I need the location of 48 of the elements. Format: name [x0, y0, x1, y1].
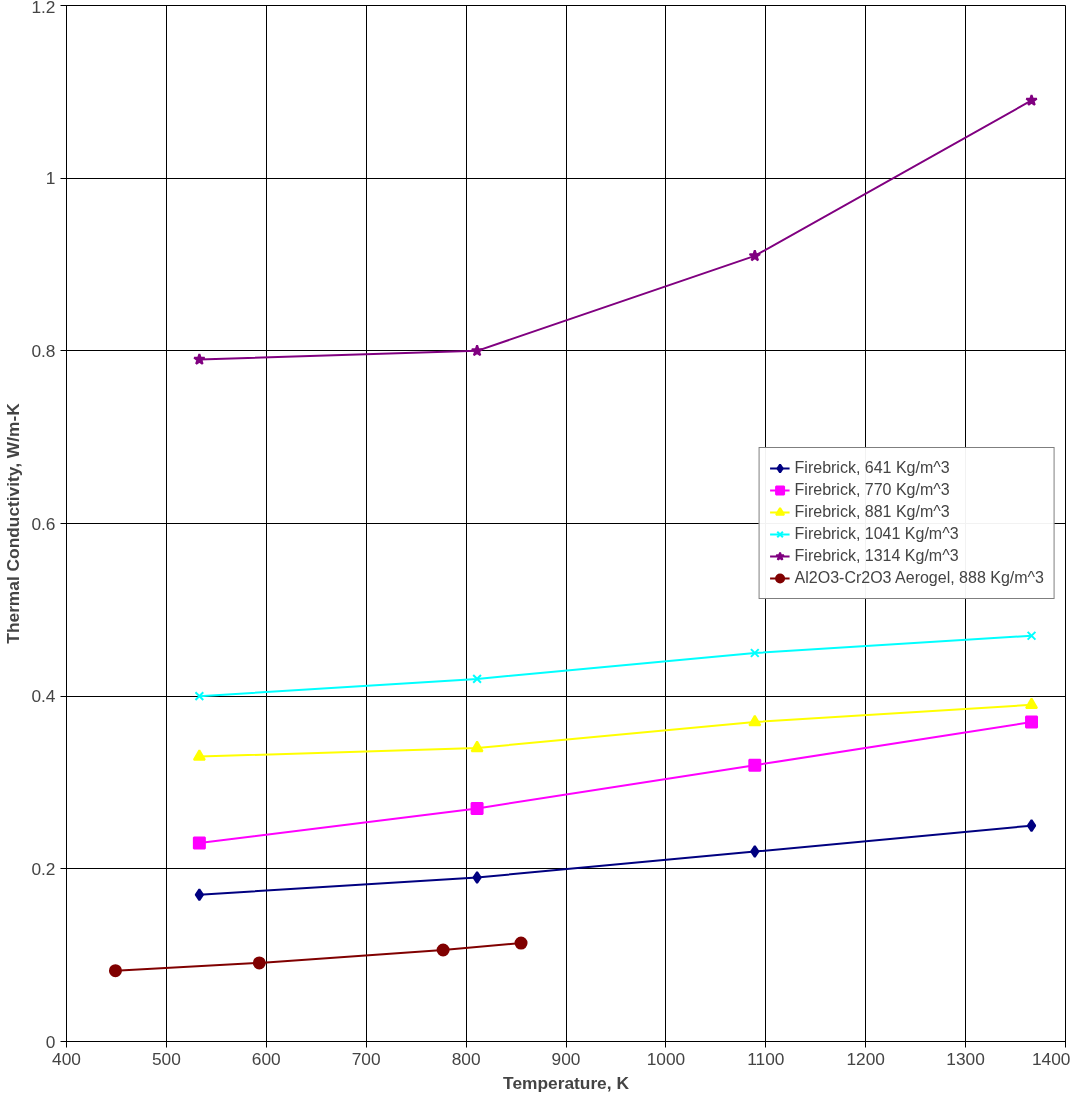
legend-label: Al2O3-Cr2O3 Aerogel, 888 Kg/m^3 [794, 569, 1044, 587]
point [748, 758, 762, 772]
point [1026, 819, 1037, 833]
point [1025, 93, 1038, 106]
legend-label: Firebrick, 641 Kg/m^3 [794, 459, 950, 477]
point [472, 674, 482, 684]
point [748, 714, 762, 727]
y-tick-label: 1.2 [31, 0, 56, 17]
point [470, 344, 484, 357]
point [192, 749, 206, 761]
x-tick-label: 1400 [1031, 1048, 1071, 1069]
x-tick-label: 1000 [646, 1048, 686, 1069]
x-tick-label: 1200 [846, 1048, 885, 1069]
x-tick-label: 700 [351, 1048, 381, 1069]
point [750, 845, 760, 859]
point [192, 836, 206, 850]
y-tick-label: 0.8 [31, 340, 56, 361]
point [1026, 630, 1037, 641]
point [514, 936, 528, 950]
point [748, 249, 762, 262]
y-tick-label: 0.4 [31, 686, 56, 707]
y-axis-title: Thermal Conductivity, W/m-K [3, 402, 24, 644]
x-tick-label: 600 [251, 1048, 281, 1069]
point [436, 943, 450, 957]
legend-label: Firebrick, 770 Kg/m^3 [794, 481, 950, 499]
point [470, 740, 484, 753]
point [252, 956, 266, 970]
y-tick-label: 0.6 [31, 513, 56, 534]
x-tick-label: 1300 [946, 1048, 985, 1069]
point [1025, 715, 1039, 729]
point [749, 648, 760, 658]
y-tick-label: 0.2 [31, 858, 56, 879]
point [472, 870, 482, 884]
x-axis-title: Temperature, K [503, 1072, 630, 1093]
x-tick-label: 500 [151, 1048, 181, 1069]
point [193, 352, 206, 365]
point [194, 888, 205, 902]
x-tick-label: 900 [551, 1048, 581, 1069]
point [194, 691, 205, 702]
legend-label: Firebrick, 881 Kg/m^3 [794, 503, 950, 521]
point [108, 964, 122, 978]
y-tick-label: 1 [45, 168, 56, 189]
legend-label: Firebrick, 1041 Kg/m^3 [794, 525, 959, 543]
point [470, 801, 484, 815]
x-tick-label: 1100 [747, 1048, 785, 1069]
legend-label: Firebrick, 1314 Kg/m^3 [794, 547, 959, 565]
x-tick-label: 800 [451, 1048, 481, 1069]
point [1025, 697, 1039, 709]
